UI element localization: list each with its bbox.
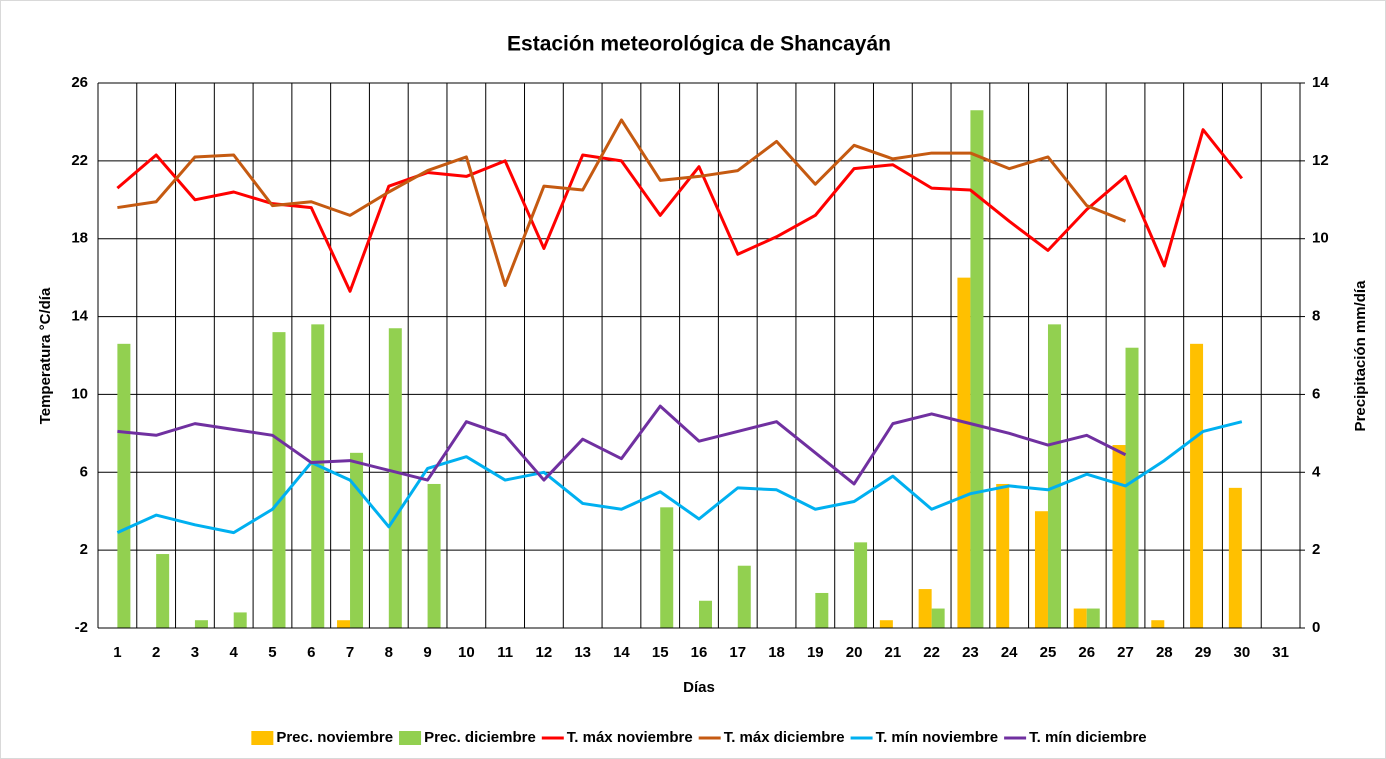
legend-swatch	[251, 731, 274, 745]
x-tick-label: 9	[423, 644, 431, 661]
x-tick-label: 20	[846, 644, 863, 661]
x-tick-label: 14	[613, 644, 630, 661]
x-tick-label: 2	[152, 644, 160, 661]
x-tick-label: 3	[191, 644, 199, 661]
x-tick-label: 6	[307, 644, 315, 661]
bar	[931, 608, 945, 628]
x-tick-label: 4	[230, 644, 239, 661]
x-tick-label: 25	[1040, 644, 1057, 661]
x-tick-label: 22	[923, 644, 940, 661]
y2-tick-label: 2	[1312, 541, 1320, 558]
y2-tick-label: 8	[1312, 308, 1320, 325]
x-tick-label: 1	[113, 644, 121, 661]
bar	[996, 483, 1010, 628]
x-tick-label: 5	[268, 644, 276, 661]
x-tick-label: 16	[691, 644, 708, 661]
y2-axis-label: Precipitación mm/día	[1352, 280, 1369, 432]
bar	[233, 612, 247, 628]
legend-label: T. mín diciembre	[1029, 729, 1147, 746]
x-tick-label: 7	[346, 644, 354, 661]
y2-tick-label: 0	[1312, 619, 1320, 636]
y-tick-label: -2	[75, 619, 88, 636]
y-tick-label: 10	[71, 385, 88, 402]
bar	[737, 565, 751, 628]
bar	[272, 332, 286, 628]
legend-label: T. mín noviembre	[876, 729, 999, 746]
line	[116, 128, 1244, 293]
y-tick-label: 22	[71, 152, 88, 169]
legend-swatch	[399, 731, 422, 745]
bar	[970, 110, 984, 628]
line	[117, 118, 1127, 287]
bar	[427, 483, 441, 628]
x-tick-label: 30	[1233, 644, 1250, 661]
chart-title: Estación meteorológica de Shancayán	[507, 33, 891, 56]
line	[117, 404, 1127, 486]
bar	[1112, 445, 1126, 628]
bar	[1086, 608, 1100, 628]
y-tick-label: 2	[80, 541, 88, 558]
bar	[918, 589, 932, 628]
x-tick-label: 27	[1117, 644, 1134, 661]
bar	[1190, 343, 1204, 628]
x-tick-label: 26	[1078, 644, 1095, 661]
legend-label: Prec. noviembre	[276, 729, 393, 746]
x-tick-label: 28	[1156, 644, 1173, 661]
x-tick-label: 29	[1195, 644, 1212, 661]
x-tick-label: 13	[574, 644, 591, 661]
bar	[117, 343, 131, 628]
x-tick-label: 18	[768, 644, 785, 661]
y-tick-label: 18	[71, 230, 88, 247]
y2-tick-label: 14	[1312, 74, 1329, 91]
bar	[957, 277, 971, 628]
x-tick-label: 23	[962, 644, 979, 661]
y2-tick-label: 10	[1312, 230, 1329, 247]
x-tick-label: 15	[652, 644, 669, 661]
bar	[311, 324, 325, 628]
y2-tick-label: 6	[1312, 385, 1320, 402]
legend-label: Prec. diciembre	[424, 729, 536, 746]
y2-tick-label: 12	[1312, 152, 1329, 169]
x-tick-label: 8	[385, 644, 393, 661]
x-tick-label: 10	[458, 644, 475, 661]
bar	[1151, 620, 1165, 628]
bar	[156, 554, 170, 628]
x-tick-label: 17	[729, 644, 746, 661]
bar	[1047, 324, 1061, 628]
bar	[879, 620, 893, 628]
legend-label: T. máx noviembre	[567, 729, 693, 746]
legend-label: T. máx diciembre	[724, 729, 845, 746]
x-tick-label: 24	[1001, 644, 1018, 661]
line	[116, 420, 1243, 535]
x-tick-label: 12	[536, 644, 553, 661]
bar	[337, 620, 351, 628]
bar	[388, 328, 402, 628]
y-tick-label: 26	[71, 74, 88, 91]
bar	[1073, 608, 1087, 628]
x-axis-label: Días	[683, 679, 715, 696]
x-tick-label: 19	[807, 644, 824, 661]
x-tick-label: 11	[497, 644, 513, 661]
bar	[350, 452, 364, 628]
bar	[815, 592, 829, 628]
x-tick-label: 31	[1272, 644, 1289, 661]
x-tick-label: 21	[885, 644, 902, 661]
bar	[699, 600, 712, 628]
bar	[1125, 347, 1139, 628]
bar	[194, 620, 208, 628]
bar	[1034, 511, 1048, 628]
bar	[1228, 487, 1242, 628]
bar	[854, 542, 868, 628]
bar	[660, 507, 674, 628]
y-tick-label: 6	[80, 463, 88, 480]
y-tick-label: 14	[71, 308, 88, 325]
y2-tick-label: 4	[1312, 463, 1321, 480]
y-axis-label: Temperatura °C/día	[37, 287, 54, 424]
legend: Prec. noviembre Prec. diciembre T. máx nov…	[251, 729, 1147, 746]
